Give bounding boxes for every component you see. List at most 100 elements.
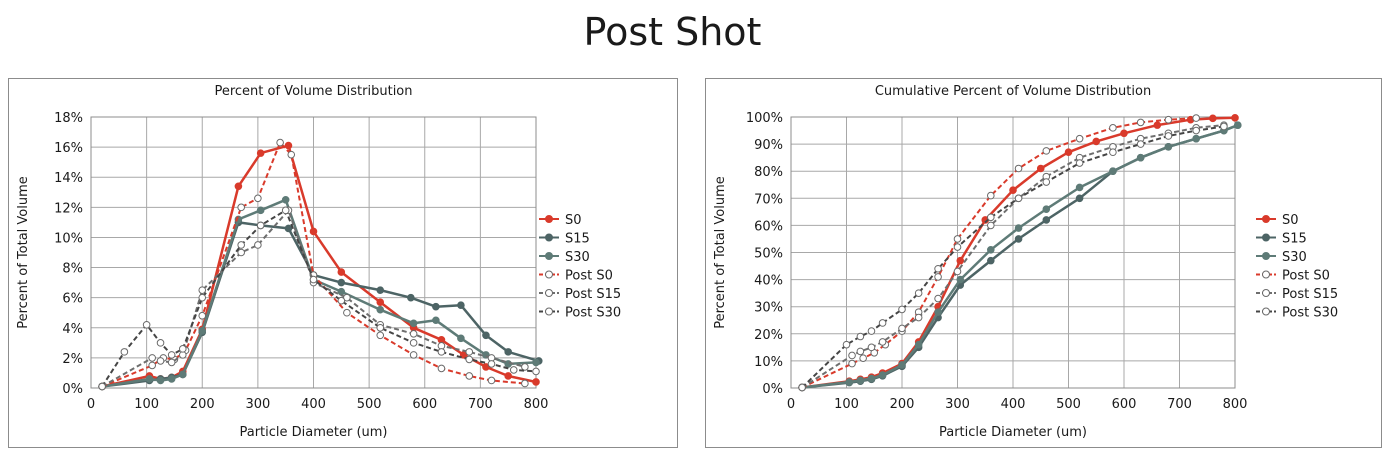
data-point-s30 — [432, 316, 440, 325]
legend-marker-post-s15 — [545, 289, 553, 297]
legend-marker-post-s0 — [545, 270, 553, 279]
x-tick-label: 300 — [945, 397, 970, 412]
legend-label-s30: S30 — [1282, 250, 1307, 265]
data-point-s0 — [504, 372, 512, 380]
data-point-post-s0 — [237, 203, 245, 212]
data-point-s30 — [457, 334, 465, 343]
data-point-post-s0 — [953, 235, 962, 243]
data-point-post-s30 — [376, 323, 385, 332]
y-tick-label: 16% — [54, 141, 83, 156]
data-point-post-s30 — [856, 332, 865, 341]
x-tick-label: 500 — [1056, 397, 1081, 412]
data-point-s0 — [1153, 121, 1162, 129]
data-point-post-s0 — [148, 361, 156, 370]
data-point-post-s30 — [1109, 148, 1117, 157]
legend-marker-post-s0 — [1262, 270, 1270, 279]
data-point-s30 — [1136, 153, 1145, 162]
x-tick-label: 800 — [1223, 397, 1248, 412]
data-point-post-s30 — [237, 241, 245, 249]
y-tick-label: 30% — [754, 301, 783, 316]
data-point-post-s0 — [987, 191, 995, 200]
data-point-s0 — [1092, 137, 1101, 146]
data-point-post-s30 — [178, 345, 187, 353]
data-point-post-s0 — [465, 372, 474, 380]
y-tick-label: 0% — [762, 382, 783, 397]
data-point-s15 — [376, 286, 385, 294]
x-tick-label: 500 — [357, 397, 382, 412]
data-point-post-s0 — [859, 354, 867, 362]
x-tick-label: 600 — [1112, 397, 1137, 412]
series-post-s0 — [798, 114, 1200, 392]
data-point-post-s15 — [167, 358, 176, 367]
chart-volume-distribution: Percent of Volume Distribution 0 100 200 300… — [16, 84, 621, 440]
data-point-post-s15 — [521, 363, 529, 371]
data-point-post-s30 — [98, 382, 106, 391]
data-point-s15 — [1042, 216, 1051, 224]
data-point-s0 — [1231, 114, 1239, 122]
y-tick-label: 0% — [62, 382, 83, 397]
legend: S0 S15 S30 Post S0 Post S15 Post S30 — [1256, 213, 1338, 321]
series-s15 — [98, 218, 543, 391]
legend-marker-s30 — [1262, 252, 1270, 260]
data-point-post-s30 — [281, 206, 290, 215]
legend-label-post-s0: Post S0 — [1282, 269, 1330, 284]
data-point-s0 — [256, 149, 265, 157]
data-point-post-s15 — [198, 286, 207, 294]
x-tick-label: 700 — [468, 397, 493, 412]
data-point-post-s15 — [934, 294, 942, 303]
data-point-post-s30 — [198, 293, 207, 302]
y-tick-label: 2% — [62, 352, 83, 367]
data-point-s30 — [1109, 167, 1117, 175]
data-point-post-s15 — [953, 267, 962, 276]
data-point-post-s0 — [848, 359, 856, 368]
x-tick-label: 100 — [134, 397, 159, 412]
data-point-s30 — [845, 378, 854, 386]
series-line-post-s0 — [801, 117, 1197, 389]
data-point-s30 — [337, 287, 346, 296]
data-point-s30 — [856, 376, 865, 385]
data-point-s15 — [482, 331, 490, 340]
series-line-post-s15 — [801, 124, 1224, 389]
legend-marker-s15 — [1262, 233, 1270, 242]
data-point-s30 — [156, 376, 165, 385]
data-point-s0 — [1036, 164, 1045, 173]
data-point-post-s30 — [437, 348, 446, 356]
data-point-post-s15 — [914, 313, 923, 322]
data-point-s0 — [1209, 114, 1217, 123]
data-point-s0 — [337, 268, 346, 276]
legend-label-s15: S15 — [565, 232, 590, 247]
data-point-s30 — [532, 358, 540, 367]
y-tick-label: 20% — [754, 328, 783, 343]
y-axis-label: Percent of Total Volume — [16, 176, 31, 329]
x-axis-label: Particle Diameter (um) — [939, 425, 1087, 440]
x-tick-label: 600 — [412, 397, 437, 412]
data-point-post-s0 — [1192, 114, 1200, 122]
legend-marker-s0 — [545, 215, 553, 223]
data-point-post-s0 — [934, 273, 942, 281]
y-tick-label: 4% — [62, 322, 83, 337]
data-point-post-s30 — [842, 340, 851, 349]
x-tick-label: 400 — [301, 397, 326, 412]
legend-label-s30: S30 — [565, 250, 590, 265]
legend-label-post-s30: Post S30 — [1282, 306, 1338, 321]
legend-marker-s0 — [1262, 215, 1270, 223]
data-point-post-s30 — [1042, 178, 1051, 186]
data-point-post-s30 — [167, 351, 176, 359]
data-point-post-s30 — [987, 213, 995, 222]
data-point-s30 — [198, 326, 207, 335]
y-tick-label: 50% — [754, 247, 783, 262]
data-point-s15 — [284, 224, 293, 233]
data-point-post-s0 — [287, 150, 296, 159]
data-point-s30 — [1075, 183, 1084, 192]
data-point-s15 — [1075, 194, 1084, 203]
data-point-post-s15 — [237, 248, 245, 257]
data-point-post-s0 — [437, 364, 446, 373]
data-point-s15 — [432, 302, 440, 311]
y-axis-label: Percent of Total Volume — [713, 176, 728, 329]
data-point-s30 — [376, 305, 385, 314]
plot-area — [90, 116, 537, 389]
series-post-s30 — [98, 206, 540, 391]
x-tick-label: 700 — [1167, 397, 1192, 412]
y-tick-label: 12% — [54, 201, 83, 216]
data-point-post-s0 — [1014, 164, 1023, 173]
